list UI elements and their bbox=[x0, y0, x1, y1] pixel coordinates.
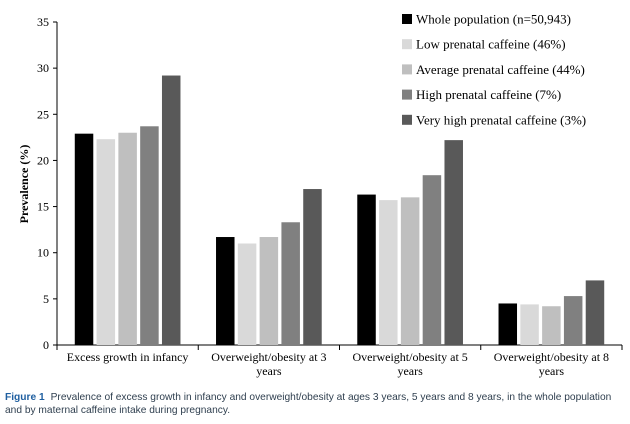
bar bbox=[520, 304, 539, 345]
prevalence-bar-chart: Prevalence (%) 0 5 10 15 20 25 30 35 Excess gro… bbox=[17, 12, 623, 378]
legend-swatch bbox=[402, 39, 412, 50]
bar bbox=[542, 306, 561, 345]
y-tick-label: 0 bbox=[43, 338, 49, 352]
legend-swatch bbox=[402, 89, 412, 100]
legend-label: Average prenatal caffeine (44%) bbox=[416, 62, 585, 77]
legend-label: Low prenatal caffeine (46%) bbox=[416, 37, 566, 52]
bar bbox=[498, 303, 518, 345]
bar bbox=[237, 243, 257, 345]
y-tick-label: 20 bbox=[37, 153, 49, 167]
legend-label: High prenatal caffeine (7%) bbox=[416, 87, 561, 102]
bar bbox=[585, 280, 605, 345]
y-tick-label: 15 bbox=[37, 200, 49, 214]
bar bbox=[379, 200, 398, 345]
bar bbox=[118, 132, 137, 345]
figure-label: Figure 1 bbox=[5, 392, 45, 403]
bar bbox=[357, 194, 376, 345]
bar bbox=[281, 222, 300, 345]
legend-swatch bbox=[402, 114, 412, 125]
y-tick-label: 10 bbox=[37, 246, 49, 260]
legend-swatch bbox=[402, 64, 412, 75]
legend-swatch bbox=[402, 14, 412, 24]
bar bbox=[303, 189, 322, 345]
bar bbox=[216, 237, 235, 345]
legend-label: Whole population (n=50,943) bbox=[416, 12, 571, 27]
figure-caption-text: Prevalence of excess growth in infancy a… bbox=[5, 392, 612, 416]
bar bbox=[444, 140, 463, 345]
y-tick-label: 5 bbox=[43, 292, 49, 306]
legend: Whole population (n=50,943) Low prenatal … bbox=[402, 12, 586, 127]
x-tick-label: Overweight/obesity at 3 years bbox=[211, 350, 326, 378]
bar bbox=[96, 139, 116, 345]
y-tick-label: 25 bbox=[37, 107, 49, 121]
bar bbox=[259, 237, 279, 345]
bar bbox=[74, 133, 94, 345]
y-axis-title: Prevalence (%) bbox=[17, 145, 31, 224]
bar bbox=[422, 175, 442, 345]
bar bbox=[140, 126, 159, 345]
x-tick-label: Excess growth in infancy bbox=[67, 350, 189, 364]
x-tick-label: Overweight/obesity at 5 years bbox=[352, 350, 467, 378]
y-tick-label: 35 bbox=[37, 15, 49, 29]
legend-label: Very high prenatal caffeine (3%) bbox=[416, 112, 586, 127]
y-tick-label: 30 bbox=[37, 61, 49, 75]
bar bbox=[563, 296, 583, 345]
bar bbox=[400, 197, 420, 345]
x-tick-label: Overweight/obesity at 8 years bbox=[494, 350, 609, 378]
bar bbox=[161, 75, 181, 346]
figure-caption: Figure 1 Prevalence of excess growth in i… bbox=[5, 391, 625, 417]
